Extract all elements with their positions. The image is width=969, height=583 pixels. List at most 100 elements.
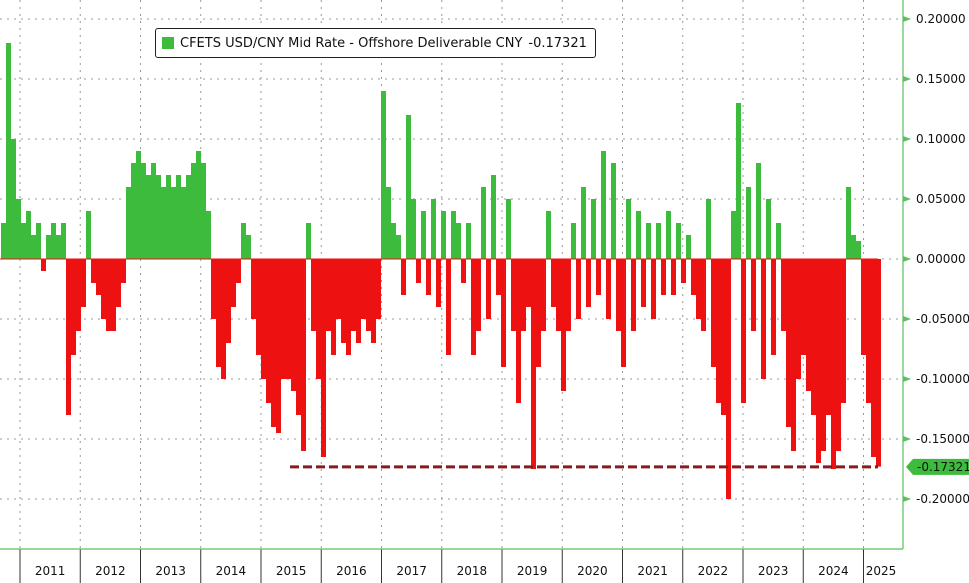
bar — [796, 259, 801, 379]
bar — [711, 259, 716, 367]
bar — [406, 115, 411, 259]
bar — [91, 259, 96, 283]
bar — [471, 259, 476, 355]
y-tick-marker — [903, 256, 911, 262]
bar — [501, 259, 506, 367]
bar — [346, 259, 351, 355]
bar — [6, 43, 11, 259]
bar — [426, 259, 431, 295]
bar — [271, 259, 276, 427]
bar — [336, 259, 341, 319]
bar — [181, 187, 186, 259]
bar — [761, 259, 766, 379]
bar — [136, 151, 141, 259]
bar — [781, 259, 786, 331]
bar — [161, 187, 166, 259]
bar — [391, 223, 396, 259]
bar — [751, 259, 756, 331]
bar — [856, 241, 861, 259]
bar — [386, 187, 391, 259]
bar — [421, 211, 426, 259]
bar — [341, 259, 346, 343]
bar — [266, 259, 271, 403]
bar — [71, 259, 76, 355]
bar — [256, 259, 261, 355]
bar — [431, 199, 436, 259]
bar — [26, 211, 31, 259]
bar — [121, 259, 126, 283]
bar — [466, 223, 471, 259]
bar — [551, 259, 556, 307]
bar — [491, 175, 496, 259]
bar — [806, 259, 811, 391]
bar — [116, 259, 121, 307]
bar — [166, 175, 171, 259]
bar — [656, 223, 661, 259]
bar — [191, 163, 196, 259]
bar — [511, 259, 516, 331]
y-tick-label: -0.20000 — [916, 492, 969, 506]
bar — [246, 235, 251, 259]
bar — [746, 187, 751, 259]
bar — [526, 259, 531, 307]
bar — [456, 223, 461, 259]
bar — [226, 259, 231, 343]
bar — [731, 211, 736, 259]
y-tick-label: 0.00000 — [916, 252, 966, 266]
x-tick-label: 2019 — [517, 564, 548, 578]
bar — [851, 235, 856, 259]
bar — [326, 259, 331, 331]
bar — [861, 259, 866, 355]
x-tick-label: 2022 — [698, 564, 729, 578]
bar — [31, 235, 36, 259]
bar — [401, 259, 406, 295]
legend-label: CFETS USD/CNY Mid Rate - Offshore Delive… — [180, 35, 523, 51]
bar — [786, 259, 791, 427]
bar — [741, 259, 746, 403]
bar — [776, 223, 781, 259]
bar — [231, 259, 236, 307]
bar — [676, 223, 681, 259]
bar — [681, 259, 686, 283]
bar — [291, 259, 296, 391]
bar — [686, 235, 691, 259]
bar — [821, 259, 826, 451]
bar — [306, 223, 311, 259]
x-tick-label: 2014 — [216, 564, 247, 578]
bar — [521, 259, 526, 331]
bar — [651, 259, 656, 319]
legend: CFETS USD/CNY Mid Rate - Offshore Delive… — [155, 28, 596, 58]
y-tick-label: -0.10000 — [916, 372, 969, 386]
bar — [571, 223, 576, 259]
bar — [646, 223, 651, 259]
bar — [36, 223, 41, 259]
bar — [496, 259, 501, 295]
bar — [361, 259, 366, 319]
bar — [96, 259, 101, 295]
x-tick-label: 2016 — [336, 564, 367, 578]
bar — [411, 199, 416, 259]
bar — [871, 259, 876, 457]
bar — [756, 163, 761, 259]
x-tick-label: 2024 — [818, 564, 849, 578]
bar — [86, 211, 91, 259]
bar — [301, 259, 306, 451]
bar — [126, 187, 131, 259]
y-tick-label: 0.20000 — [916, 12, 966, 26]
x-tick-label: 2011 — [35, 564, 66, 578]
x-tick-label: 2025 — [866, 564, 897, 578]
bar — [621, 259, 626, 367]
bar — [296, 259, 301, 415]
y-tick-marker — [903, 376, 911, 382]
bar — [606, 259, 611, 319]
bar — [286, 259, 291, 379]
legend-swatch — [162, 37, 174, 49]
bar — [371, 259, 376, 343]
bar — [451, 211, 456, 259]
y-tick-marker — [903, 136, 911, 142]
bar — [61, 223, 66, 259]
bar — [46, 235, 51, 259]
x-tick-label: 2013 — [155, 564, 186, 578]
x-tick-label: 2020 — [577, 564, 608, 578]
bar — [241, 223, 246, 259]
